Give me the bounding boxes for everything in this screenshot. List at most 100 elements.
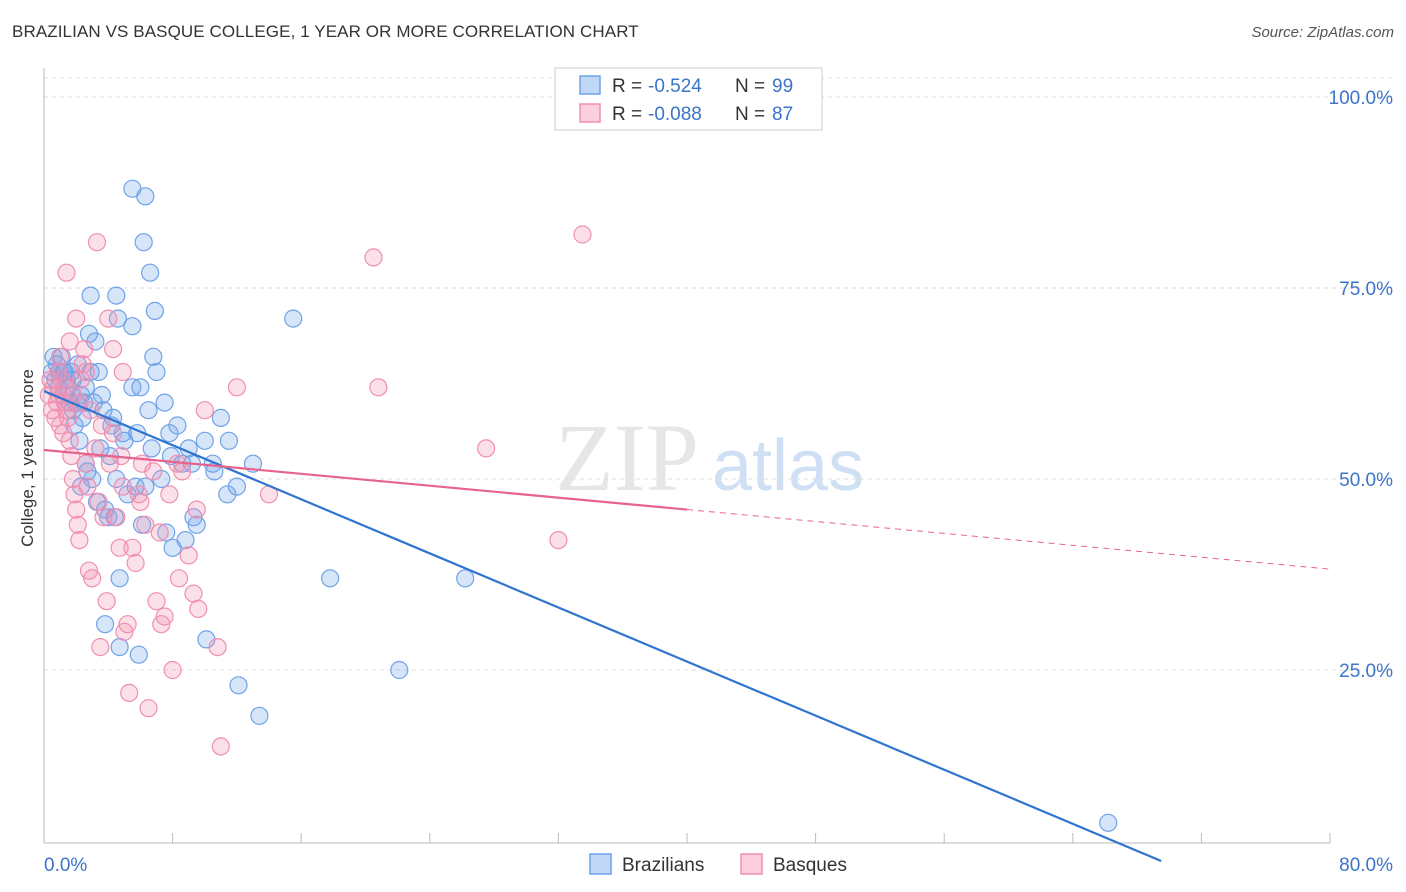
y-axis-label: College, 1 year or more [18, 369, 37, 547]
point-basques [136, 515, 155, 534]
point-basques [126, 553, 145, 573]
point-basques [60, 332, 79, 351]
legend-n-label-2: N = [735, 104, 765, 125]
point-brazilians [284, 309, 303, 328]
point-brazilians [390, 660, 409, 680]
point-basques [99, 309, 118, 328]
point-basques [113, 362, 132, 382]
point-brazilians [187, 515, 206, 534]
point-basques [107, 508, 126, 527]
point-basques [67, 309, 86, 328]
point-basques [78, 477, 97, 496]
trend-line-brazilians [43, 390, 1162, 863]
bottom-legend-basques: Basques [773, 855, 847, 876]
point-brazilians [110, 569, 129, 588]
axes: 25.0% 50.0% 75.0% 100.0% 0.0% 80.0% [43, 68, 1394, 876]
point-brazilians [211, 408, 230, 427]
point-basques [58, 408, 78, 427]
point-basques [76, 362, 95, 382]
legend-r-value-2: -0.088 [648, 104, 702, 125]
point-basques [113, 477, 132, 496]
point-basques [103, 340, 123, 359]
legend-r-label-2: R = [612, 104, 642, 125]
point-basques [70, 530, 89, 550]
point-brazilians [218, 485, 237, 504]
y-tick-label: 50.0% [1339, 470, 1393, 491]
bottom-legend-swatch-basques [740, 853, 763, 875]
bottom-legend-swatch-brazilians [589, 853, 612, 875]
legend-n-value-1: 99 [772, 76, 793, 97]
legend-swatch-brazilians [579, 75, 601, 95]
point-basques [63, 469, 83, 489]
point-basques [118, 615, 137, 634]
point-basques [179, 546, 198, 565]
x-tick-label-min: 0.0% [44, 855, 87, 876]
grid-lines [44, 77, 1392, 671]
point-basques [87, 233, 107, 252]
point-brazilians [157, 523, 176, 542]
watermark-atlas: atlas [712, 426, 864, 506]
point-basques [160, 485, 179, 504]
legend-r-value-1: -0.524 [648, 76, 702, 97]
point-basques [94, 508, 113, 527]
trend-line-basques-extension [686, 509, 1331, 570]
point-basques [155, 607, 174, 626]
watermark-zip: ZIP [555, 404, 699, 511]
point-basques [67, 500, 86, 519]
point-basques [49, 362, 68, 382]
point-brazilians [89, 362, 108, 382]
point-brazilians [110, 637, 129, 657]
point-brazilians [145, 301, 164, 320]
point-brazilians [141, 263, 160, 282]
point-basques [227, 378, 246, 397]
point-basques [76, 454, 95, 473]
point-basques [549, 530, 568, 550]
x-tick-label-max: 80.0% [1339, 855, 1393, 876]
point-basques [211, 737, 230, 756]
point-brazilians [108, 309, 128, 328]
point-basques [97, 592, 116, 611]
point-basques [75, 340, 94, 359]
point-basques [83, 569, 102, 588]
point-brazilians [142, 439, 161, 458]
point-basques [189, 599, 208, 619]
point-basques [92, 416, 112, 435]
y-tick-label: 100.0% [1329, 88, 1394, 109]
bottom-legend-brazilians: Brazilians [622, 855, 704, 876]
point-brazilians [229, 676, 248, 695]
point-basques [50, 347, 70, 366]
point-brazilians [95, 615, 115, 634]
point-basques [57, 263, 76, 282]
point-brazilians [321, 569, 340, 588]
chart-title: BRAZILIAN VS BASQUE COLLEGE, 1 YEAR OR M… [12, 22, 639, 41]
point-brazilians [176, 530, 195, 550]
point-basques [173, 462, 192, 481]
point-basques [573, 225, 592, 244]
point-basques [91, 637, 110, 657]
point-basques [169, 569, 189, 588]
point-brazilians [81, 286, 100, 305]
point-basques [120, 683, 139, 703]
point-brazilians [168, 416, 187, 435]
trend-line-basques [43, 448, 688, 511]
point-basques [364, 248, 383, 267]
y-tick-label: 25.0% [1339, 661, 1393, 682]
y-tick-label: 75.0% [1339, 279, 1393, 300]
point-basques [163, 660, 182, 680]
legend-r-label-1: R = [612, 76, 642, 97]
point-brazilians [134, 233, 153, 252]
point-basques [477, 439, 496, 458]
point-basques [139, 699, 158, 718]
point-basques [86, 439, 105, 458]
point-brazilians [129, 645, 148, 664]
data-points [39, 179, 1118, 832]
point-basques [110, 538, 129, 557]
point-brazilians [123, 317, 142, 336]
point-basques [208, 637, 227, 657]
point-brazilians [144, 347, 163, 366]
point-basques [187, 500, 206, 519]
point-brazilians [250, 706, 269, 725]
legend-n-value-2: 87 [772, 104, 793, 125]
bottom-legend: Brazilians Basques [589, 853, 847, 876]
